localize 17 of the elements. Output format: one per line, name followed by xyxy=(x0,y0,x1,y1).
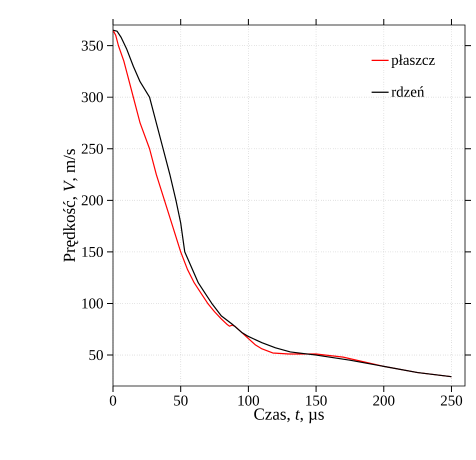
y-tick-label: 250 xyxy=(82,144,103,154)
y-axis-title: Prędkość, V, m/s xyxy=(63,149,78,262)
y-tick-label: 50 xyxy=(89,350,103,360)
x-tick-label: 100 xyxy=(238,396,260,406)
y-tick-label: 300 xyxy=(82,92,103,102)
x-tick-label: 200 xyxy=(373,396,394,406)
y-tick-label: 200 xyxy=(82,195,103,206)
x-tick-label: 250 xyxy=(440,396,462,406)
x-tick-label: 0 xyxy=(110,396,116,406)
legend-label: rdzeń xyxy=(392,86,424,97)
y-tick-label: 350 xyxy=(82,40,103,51)
x-tick-label: 150 xyxy=(306,396,327,406)
legend-label: płaszcz xyxy=(391,54,435,68)
y-tick-label: 150 xyxy=(82,246,103,257)
y-tick-label: 100 xyxy=(82,298,103,309)
x-tick-label: 50 xyxy=(174,396,188,406)
x-axis-title: Czas, t, µs xyxy=(254,408,324,424)
